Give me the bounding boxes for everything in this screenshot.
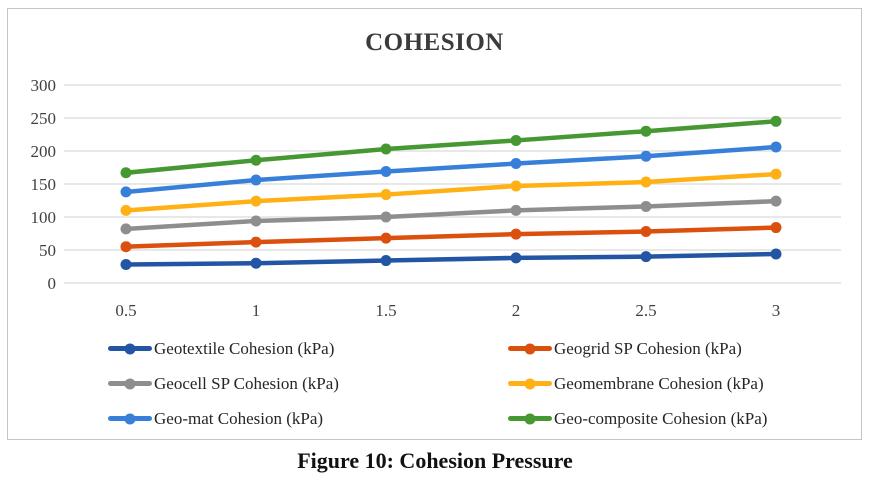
data-point-marker	[770, 195, 782, 207]
y-tick-label: 0	[48, 274, 57, 293]
data-point-marker	[640, 150, 652, 162]
data-point-marker	[510, 180, 522, 192]
data-point-marker	[380, 143, 392, 155]
data-point-marker	[640, 251, 652, 263]
x-tick-label: 0.5	[115, 301, 136, 320]
data-point-marker	[250, 236, 262, 248]
series-line	[123, 198, 779, 232]
legend-marker-icon	[108, 343, 152, 354]
series-line	[123, 144, 779, 195]
figure-caption: Figure 10: Cohesion Pressure	[297, 448, 573, 473]
data-point-marker	[640, 176, 652, 188]
y-tick-label: 300	[31, 76, 57, 95]
data-point-marker	[640, 226, 652, 238]
data-point-marker	[510, 252, 522, 264]
data-point-marker	[120, 241, 132, 253]
legend-marker-icon	[508, 413, 552, 424]
data-point-marker	[510, 134, 522, 146]
x-tick-label: 1	[252, 301, 261, 320]
data-point-marker	[250, 195, 262, 207]
data-point-marker	[250, 154, 262, 166]
legend-marker-icon	[508, 343, 552, 354]
y-tick-label: 100	[31, 208, 57, 227]
chart-plot-area: 0 50 100 150 200 250 300 0.5 1 1.5 2 2.5 3	[31, 76, 841, 320]
y-tick-label: 200	[31, 142, 57, 161]
series-line	[123, 119, 779, 176]
data-point-marker	[640, 125, 652, 137]
legend-marker-icon	[108, 413, 152, 424]
data-point-marker	[380, 189, 392, 201]
legend-item-geo-mat: Geo-mat Cohesion (kPa)	[8, 401, 435, 436]
data-point-marker	[250, 215, 262, 227]
data-point-marker	[120, 186, 132, 198]
legend-label: Geotextile Cohesion (kPa)	[154, 338, 335, 358]
data-point-marker	[510, 204, 522, 216]
series-line	[123, 251, 779, 267]
y-tick-label: 250	[31, 109, 57, 128]
legend-label: Geomembrane Cohesion (kPa)	[554, 373, 764, 393]
data-point-marker	[510, 228, 522, 240]
legend-label: Geo-composite Cohesion (kPa)	[554, 408, 768, 428]
series-line	[123, 171, 779, 213]
chart-legend: Geotextile Cohesion (kPa) Geogrid SP Coh…	[8, 331, 861, 436]
data-point-marker	[120, 167, 132, 179]
legend-item-geotextile: Geotextile Cohesion (kPa)	[8, 331, 435, 366]
data-point-marker	[250, 174, 262, 186]
data-point-marker	[120, 223, 132, 235]
data-point-marker	[510, 158, 522, 170]
data-point-marker	[770, 248, 782, 260]
x-tick-label: 1.5	[375, 301, 396, 320]
data-point-marker	[770, 168, 782, 180]
x-tick-label: 3	[772, 301, 781, 320]
legend-label: Geocell SP Cohesion (kPa)	[154, 373, 339, 393]
data-point-marker	[380, 211, 392, 223]
data-point-marker	[380, 165, 392, 177]
data-point-marker	[120, 259, 132, 271]
data-point-marker	[120, 204, 132, 216]
chart-frame: COHESION 0 50 100 150 200 250 300 0.5 1 1.5 2 2.5 3 …	[7, 8, 862, 440]
legend-item-geomembrane: Geomembrane Cohesion (kPa)	[435, 366, 861, 401]
data-point-marker	[250, 257, 262, 269]
data-point-marker	[770, 115, 782, 127]
x-tick-label: 2	[512, 301, 521, 320]
legend-label: Geogrid SP Cohesion (kPa)	[554, 338, 742, 358]
legend-label: Geo-mat Cohesion (kPa)	[154, 408, 324, 428]
legend-item-geocell-sp: Geocell SP Cohesion (kPa)	[8, 366, 435, 401]
data-point-marker	[770, 141, 782, 153]
legend-item-geogrid-sp: Geogrid SP Cohesion (kPa)	[435, 331, 861, 366]
data-point-marker	[380, 232, 392, 244]
x-tick-label: 2.5	[635, 301, 656, 320]
y-tick-label: 150	[31, 175, 57, 194]
data-point-marker	[380, 255, 392, 267]
legend-item-geo-composite: Geo-composite Cohesion (kPa)	[435, 401, 861, 436]
legend-marker-icon	[508, 378, 552, 389]
data-point-marker	[640, 200, 652, 212]
data-point-marker	[770, 222, 782, 234]
legend-marker-icon	[108, 378, 152, 389]
y-tick-label: 50	[39, 241, 56, 260]
chart-title: COHESION	[365, 29, 504, 56]
series-line	[123, 225, 779, 249]
